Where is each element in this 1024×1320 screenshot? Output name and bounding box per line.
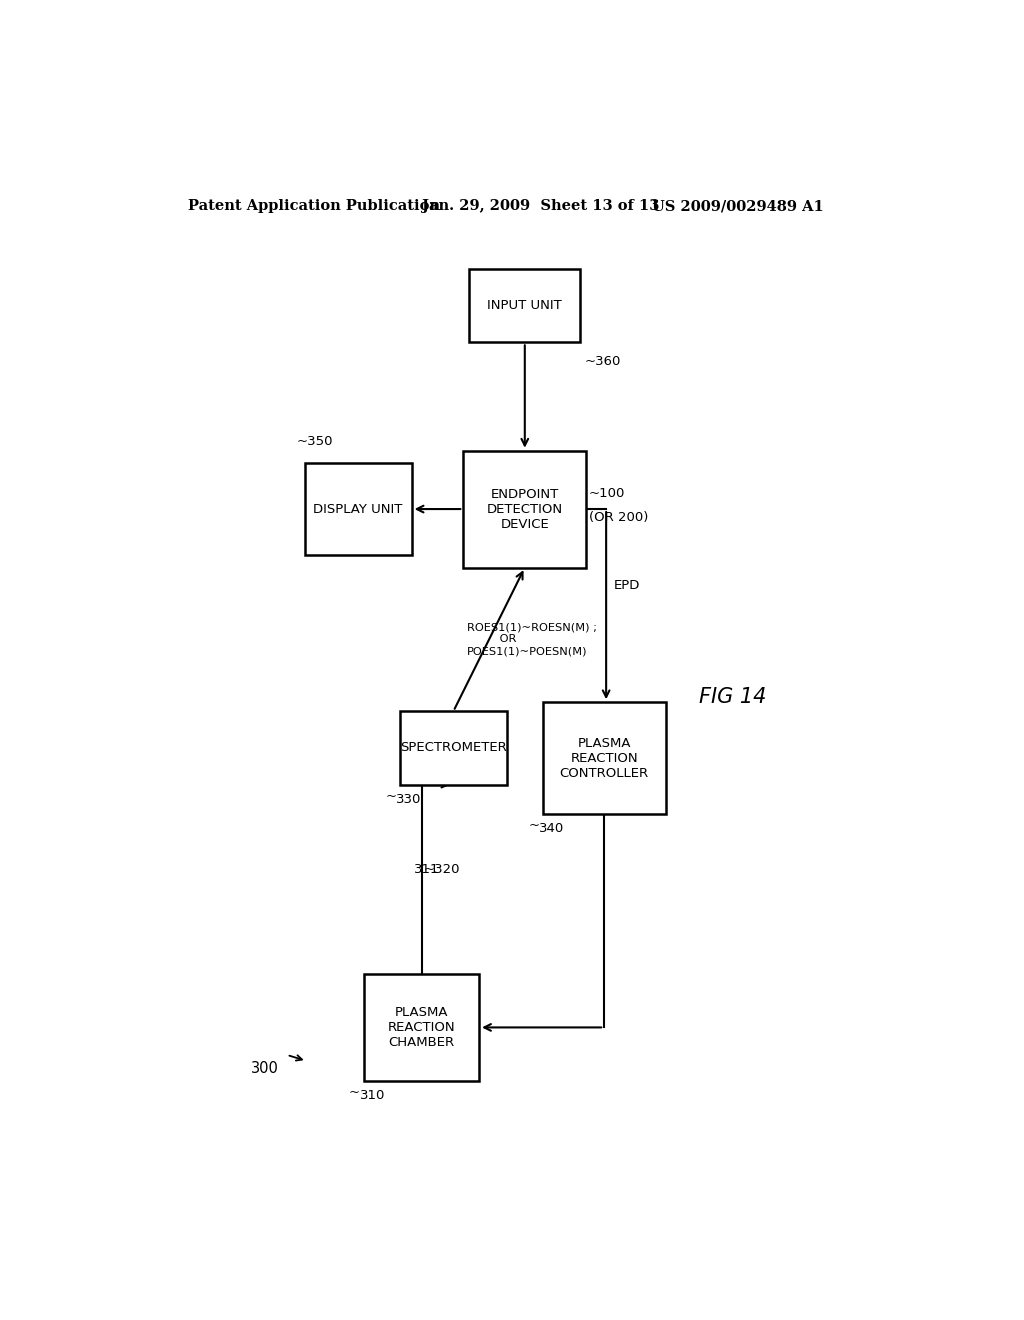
Text: ~350: ~350 <box>297 436 333 447</box>
Text: EPD: EPD <box>614 578 640 591</box>
Text: ~: ~ <box>385 789 396 803</box>
Text: US 2009/0029489 A1: US 2009/0029489 A1 <box>652 199 823 213</box>
Text: FIG 14: FIG 14 <box>699 688 767 708</box>
Text: Jan. 29, 2009  Sheet 13 of 13: Jan. 29, 2009 Sheet 13 of 13 <box>422 199 659 213</box>
Text: Patent Application Publication: Patent Application Publication <box>187 199 439 213</box>
Text: PLASMA
REACTION
CONTROLLER: PLASMA REACTION CONTROLLER <box>559 737 649 780</box>
Text: ~320: ~320 <box>424 862 461 875</box>
Text: ~: ~ <box>528 818 540 832</box>
FancyBboxPatch shape <box>304 463 412 554</box>
Text: 311: 311 <box>414 862 439 875</box>
Text: DISPLAY UNIT: DISPLAY UNIT <box>313 503 402 516</box>
Text: ~360: ~360 <box>585 355 621 367</box>
Text: INPUT UNIT: INPUT UNIT <box>487 300 562 313</box>
FancyBboxPatch shape <box>463 450 587 568</box>
Text: 310: 310 <box>360 1089 385 1102</box>
Text: ROES1(1)~ROESN(M) ;
         OR
POES1(1)~POESN(M): ROES1(1)~ROESN(M) ; OR POES1(1)~POESN(M) <box>467 623 597 656</box>
Text: (OR 200): (OR 200) <box>589 511 648 524</box>
Text: SPECTROMETER: SPECTROMETER <box>400 742 507 755</box>
FancyBboxPatch shape <box>469 269 581 342</box>
Text: ~: ~ <box>348 1086 359 1098</box>
Text: 330: 330 <box>396 792 421 805</box>
FancyBboxPatch shape <box>543 702 666 814</box>
Text: ENDPOINT
DETECTION
DEVICE: ENDPOINT DETECTION DEVICE <box>486 487 563 531</box>
Text: ~100: ~100 <box>589 487 625 500</box>
Text: 300: 300 <box>251 1060 279 1076</box>
Text: 340: 340 <box>539 822 564 836</box>
FancyBboxPatch shape <box>399 711 507 784</box>
Text: PLASMA
REACTION
CHAMBER: PLASMA REACTION CHAMBER <box>388 1006 456 1049</box>
FancyBboxPatch shape <box>365 974 479 1081</box>
